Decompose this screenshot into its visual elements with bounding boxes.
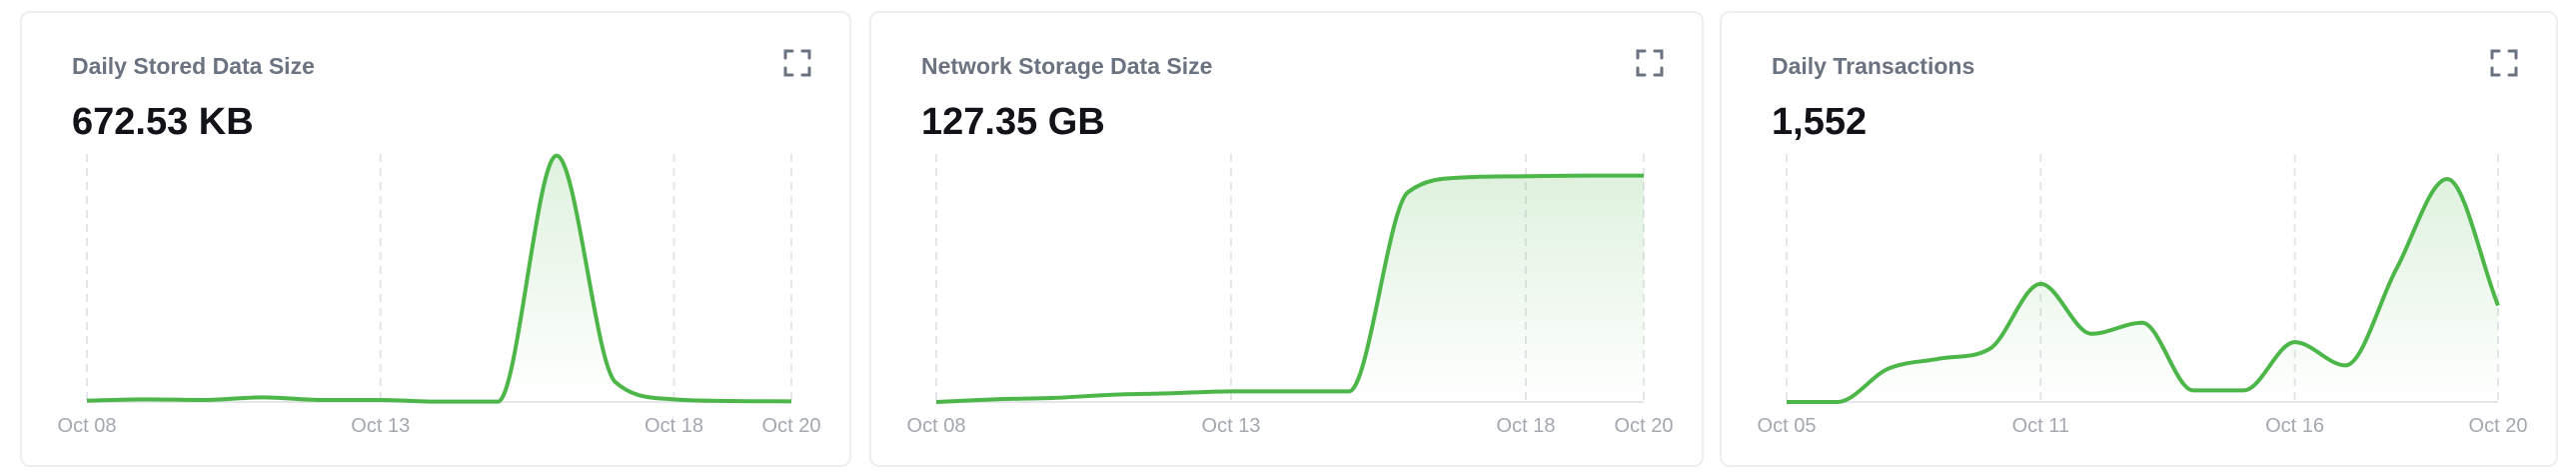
data-point[interactable]: [1166, 387, 1178, 399]
x-tick-label: Oct 18: [1497, 415, 1556, 437]
x-tick-label: Oct 18: [644, 415, 703, 437]
data-point[interactable]: [1048, 392, 1060, 404]
data-point[interactable]: [1832, 396, 1844, 408]
card-title: Daily Stored Data Size: [72, 53, 315, 79]
expand-icon[interactable]: [783, 49, 811, 77]
card-daily-stored-data-size: Daily Stored Data Size 672.53 KB Oct 08 O…: [20, 11, 851, 467]
series-line: [1787, 176, 2500, 404]
data-point[interactable]: [1883, 363, 1895, 375]
data-point[interactable]: [81, 395, 93, 407]
data-point[interactable]: [1781, 396, 1793, 408]
data-point[interactable]: [1107, 389, 1119, 401]
x-tick-label: Oct 20: [762, 415, 821, 437]
data-point[interactable]: [1933, 353, 1945, 365]
data-point[interactable]: [1343, 385, 1355, 397]
x-tick-label: Oct 20: [2469, 415, 2528, 437]
data-point[interactable]: [668, 393, 680, 405]
card-daily-transactions: Daily Transactions 1,552 Oct 05 Oct 11 Oct…: [1720, 11, 2558, 467]
data-point[interactable]: [1461, 171, 1473, 183]
series-line: [86, 153, 792, 404]
data-point[interactable]: [2289, 336, 2301, 348]
x-tick-label: Oct 11: [2012, 415, 2069, 437]
area-chart: Oct 08 Oct 13 Oct 18 Oct 20: [907, 154, 1674, 437]
data-point[interactable]: [1402, 186, 1414, 198]
card-value: 1,552: [1772, 101, 1868, 143]
data-point[interactable]: [551, 150, 563, 162]
x-tick-label: Oct 08: [58, 415, 117, 437]
area-fill: [1787, 178, 2498, 402]
area-chart: Oct 05 Oct 11 Oct 16 Oct 20: [1758, 154, 2528, 437]
data-point[interactable]: [1225, 385, 1237, 397]
data-point[interactable]: [140, 393, 152, 405]
x-tick-label: Oct 13: [351, 415, 410, 437]
data-point[interactable]: [2390, 263, 2402, 275]
area-chart: Oct 08 Oct 13 Oct 18 Oct 20: [58, 150, 821, 437]
data-point[interactable]: [930, 396, 942, 408]
x-tick-label: Oct 08: [907, 415, 966, 437]
data-point[interactable]: [434, 396, 446, 408]
data-point[interactable]: [989, 393, 1001, 405]
expand-icon[interactable]: [2490, 49, 2518, 77]
data-point[interactable]: [1983, 343, 1995, 355]
area-fill: [87, 155, 791, 402]
x-tick-label: Oct 16: [2265, 415, 2324, 437]
x-tick-label: Oct 20: [1615, 415, 1674, 437]
x-tick-label: Oct 05: [1758, 415, 1817, 437]
data-point[interactable]: [610, 376, 622, 388]
series-line: [935, 173, 1644, 404]
data-point[interactable]: [2238, 384, 2250, 396]
data-point[interactable]: [492, 396, 504, 408]
area-fill: [936, 175, 1644, 402]
data-point[interactable]: [2492, 299, 2504, 311]
data-point[interactable]: [2187, 384, 2199, 396]
x-tick-label: Oct 13: [1202, 415, 1261, 437]
data-point[interactable]: [1520, 170, 1532, 182]
data-point[interactable]: [2339, 359, 2351, 371]
data-point[interactable]: [785, 395, 797, 407]
data-point[interactable]: [1638, 170, 1650, 182]
expand-icon[interactable]: [1636, 49, 1664, 77]
data-point[interactable]: [199, 394, 211, 406]
data-point[interactable]: [1284, 385, 1296, 397]
data-point[interactable]: [316, 394, 328, 406]
card-network-storage-data-size: Network Storage Data Size 127.35 GB Oct …: [869, 11, 1704, 467]
data-point[interactable]: [2136, 317, 2148, 329]
data-point[interactable]: [2441, 173, 2453, 185]
data-point[interactable]: [1579, 170, 1591, 182]
card-title: Network Storage Data Size: [921, 53, 1213, 79]
data-point[interactable]: [2085, 328, 2097, 340]
data-point[interactable]: [375, 394, 387, 406]
data-point[interactable]: [2034, 278, 2046, 290]
card-value: 672.53 KB: [72, 101, 254, 143]
card-value: 127.35 GB: [921, 101, 1105, 143]
card-title: Daily Transactions: [1772, 53, 1975, 79]
data-point[interactable]: [726, 395, 738, 407]
data-point[interactable]: [257, 391, 269, 403]
